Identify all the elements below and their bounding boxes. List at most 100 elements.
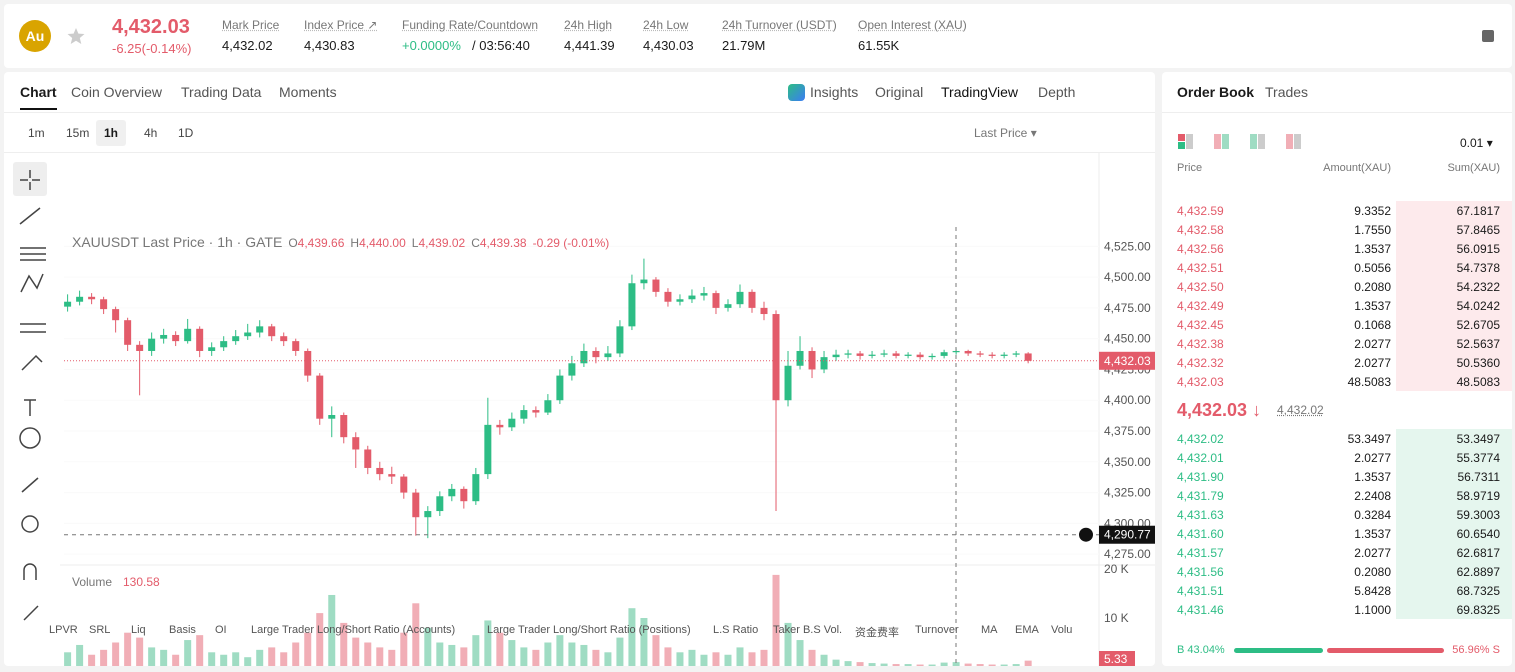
- candle-body: [232, 336, 239, 341]
- indicator[interactable]: Volu: [1051, 624, 1072, 636]
- indicator[interactable]: MA: [981, 624, 998, 636]
- indicator[interactable]: OI: [215, 624, 227, 636]
- candle-body: [88, 297, 95, 299]
- candle-body: [388, 474, 395, 476]
- book-icon[interactable]: [1480, 28, 1496, 44]
- candle-body: [592, 351, 599, 357]
- volume-bar: [316, 613, 323, 666]
- candle-body: [604, 353, 611, 357]
- indicator[interactable]: L.S Ratio: [713, 624, 758, 636]
- volume-bar: [256, 650, 263, 666]
- indicator[interactable]: Turnover: [915, 624, 959, 636]
- candle-body: [568, 363, 575, 375]
- y-tick-label: 4,500.00: [1104, 270, 1151, 284]
- ob-price: 4,432.38: [1177, 337, 1224, 351]
- volume-bar: [592, 650, 599, 666]
- ob-amount: 5.8428: [1354, 584, 1391, 598]
- legend-part: O: [288, 236, 297, 250]
- candle-body: [833, 355, 840, 357]
- candlestick-chart: 4,275.004,300.004,325.004,350.004,375.00…: [4, 72, 1155, 666]
- ob-amount: 0.2080: [1354, 565, 1391, 579]
- legend-part: 4,439.66: [298, 236, 345, 250]
- sell-ratio: 56.96% S: [1452, 644, 1500, 656]
- volume-bar: [736, 647, 743, 666]
- volume-bar: [304, 633, 311, 666]
- legend-part: H: [350, 236, 359, 250]
- candle-body: [965, 351, 972, 353]
- volume-bar: [400, 633, 407, 666]
- stat-value: 4,432.02: [222, 38, 273, 53]
- volume-bar: [773, 575, 780, 666]
- indicator[interactable]: Large Trader Long/Short Ratio (Positions…: [487, 624, 691, 636]
- volume-bar: [520, 647, 527, 666]
- buy-pct: 43.04%: [1187, 644, 1224, 656]
- legend-part: 4,440.00: [359, 236, 406, 250]
- candle-body: [977, 353, 984, 354]
- ob-tab[interactable]: Order Book: [1177, 84, 1254, 100]
- candle-body: [460, 489, 467, 501]
- layout-icons[interactable]: [1178, 134, 1308, 150]
- ob-sum: 54.7378: [1457, 261, 1500, 275]
- stat-label: Index Price ↗: [304, 18, 377, 32]
- volume-bar: [664, 647, 671, 666]
- ob-sum: 68.7325: [1457, 584, 1500, 598]
- indicator[interactable]: Taker B.S Vol.: [773, 624, 842, 636]
- ob-sum: 54.2322: [1457, 280, 1500, 294]
- candle-body: [532, 410, 539, 412]
- ob-amount: 2.2408: [1354, 489, 1391, 503]
- volume-bar: [268, 647, 275, 666]
- ratio-segment: [1327, 648, 1444, 653]
- indicator[interactable]: Basis: [169, 624, 196, 636]
- ob-price: 4,431.51: [1177, 584, 1224, 598]
- ob-amount: 2.0277: [1354, 451, 1391, 465]
- candle-body: [929, 356, 936, 357]
- favorite-star[interactable]: [66, 26, 86, 46]
- stat-extra: / 03:56:40: [472, 38, 530, 53]
- volume-tick-label: 20 K: [1104, 562, 1129, 576]
- ob-sum: 67.1817: [1457, 204, 1500, 218]
- y-tick-label: 4,325.00: [1104, 486, 1151, 500]
- volume-bar: [244, 657, 251, 666]
- volume-bar: [184, 640, 191, 666]
- ob-sum: 55.3774: [1457, 451, 1500, 465]
- price-change: -6.25(-0.14%): [112, 41, 191, 56]
- volume-bar: [124, 633, 131, 666]
- indicator[interactable]: LPVR: [49, 624, 78, 636]
- volume-bar: [496, 633, 503, 666]
- volume-bar: [232, 652, 239, 666]
- indicator[interactable]: Liq: [131, 624, 146, 636]
- candle-body: [748, 292, 755, 308]
- precision: 0.01: [1460, 136, 1483, 150]
- volume-bar: [1025, 661, 1032, 666]
- volume-bar: [196, 635, 203, 666]
- candle-body: [508, 419, 515, 428]
- candle-body: [160, 335, 167, 339]
- stat-label: 24h Low: [643, 18, 688, 32]
- ob-tab[interactable]: Trades: [1265, 84, 1308, 100]
- candle-body: [857, 353, 864, 355]
- indicator[interactable]: Large Trader Long/Short Ratio (Accounts): [251, 624, 455, 636]
- ob-price: 4,431.90: [1177, 470, 1224, 484]
- ob-price: 4,431.79: [1177, 489, 1224, 503]
- stat-label: Funding Rate/Countdown: [402, 18, 538, 32]
- legend-part: 4,439.02: [418, 236, 465, 250]
- ob-sum: 69.8325: [1457, 603, 1500, 617]
- legend-part: XAUUSDT Last Price · 1h · GATE: [72, 234, 282, 250]
- volume-bar: [472, 635, 479, 666]
- indicator[interactable]: EMA: [1015, 624, 1039, 636]
- candle-body: [136, 345, 143, 351]
- ob-price: 4,431.46: [1177, 603, 1224, 617]
- candle-body: [316, 376, 323, 419]
- candle-body: [220, 341, 227, 347]
- volume-bar: [821, 655, 828, 666]
- sell-label: S: [1493, 644, 1500, 656]
- ohlc-legend: XAUUSDT Last Price · 1h · GATE O4,439.66 H…: [72, 234, 609, 250]
- y-tick-label: 4,450.00: [1104, 332, 1151, 346]
- volume-bar: [76, 645, 83, 666]
- volume-bar: [364, 643, 371, 667]
- precision-select[interactable]: 0.01 ▾: [1460, 136, 1493, 150]
- indicator[interactable]: 资金费率: [855, 624, 899, 640]
- indicator[interactable]: SRL: [89, 624, 110, 636]
- candle-body: [1025, 353, 1032, 360]
